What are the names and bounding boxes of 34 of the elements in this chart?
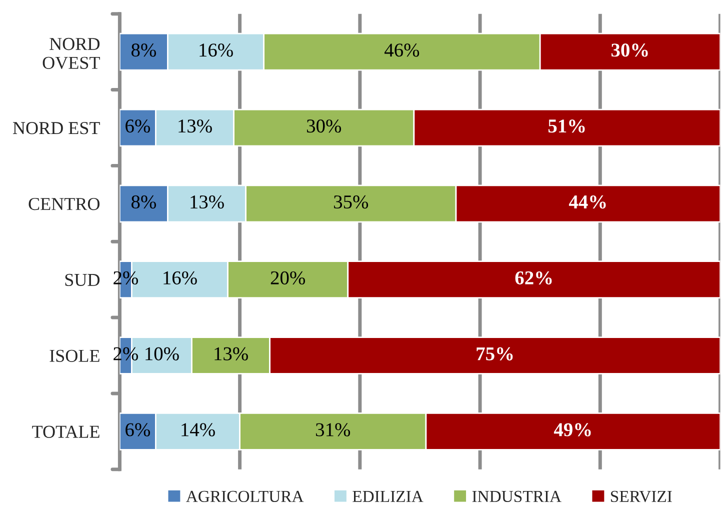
data-label: 2% [114,271,138,285]
legend-label: SERVIZI [610,490,672,502]
data-label: 30% [611,44,648,57]
data-label: 13% [190,195,224,209]
y-tick-label: SUD [65,274,100,286]
y-tick-label: ISOLE [50,350,100,362]
data-label: 51% [548,119,585,133]
data-label: 20% [270,271,306,285]
data-label: 35% [334,195,368,209]
y-tick-label: NORD EST [12,122,100,134]
data-label: 75% [476,347,513,360]
data-label: 14% [182,423,215,436]
data-label: 44% [568,195,606,209]
data-label: 6% [126,423,150,436]
legend-label: INDUSTRIA [472,490,562,502]
data-label: 13% [214,347,248,360]
data-label: 31% [316,423,350,436]
data-label: 8% [131,195,156,209]
y-tick-label: TOTALE [32,426,100,438]
data-label: 16% [200,44,233,57]
data-label: 6% [126,119,150,133]
y-tick-label: NORD OVEST [42,38,100,70]
y-tick-label: CENTRO [28,198,100,210]
data-label: 16% [164,271,197,285]
data-label: 8% [131,44,156,57]
data-label: 10% [146,347,179,360]
data-label: 13% [178,119,212,133]
data-label: 49% [554,423,591,436]
data-label: 46% [384,44,420,57]
legend-label: AGRICOLTURA [186,490,304,502]
legend-label: EDILIZIA [352,490,424,502]
data-label: 30% [306,119,342,133]
data-label: 2% [114,347,138,360]
data-label: 62% [515,271,552,285]
